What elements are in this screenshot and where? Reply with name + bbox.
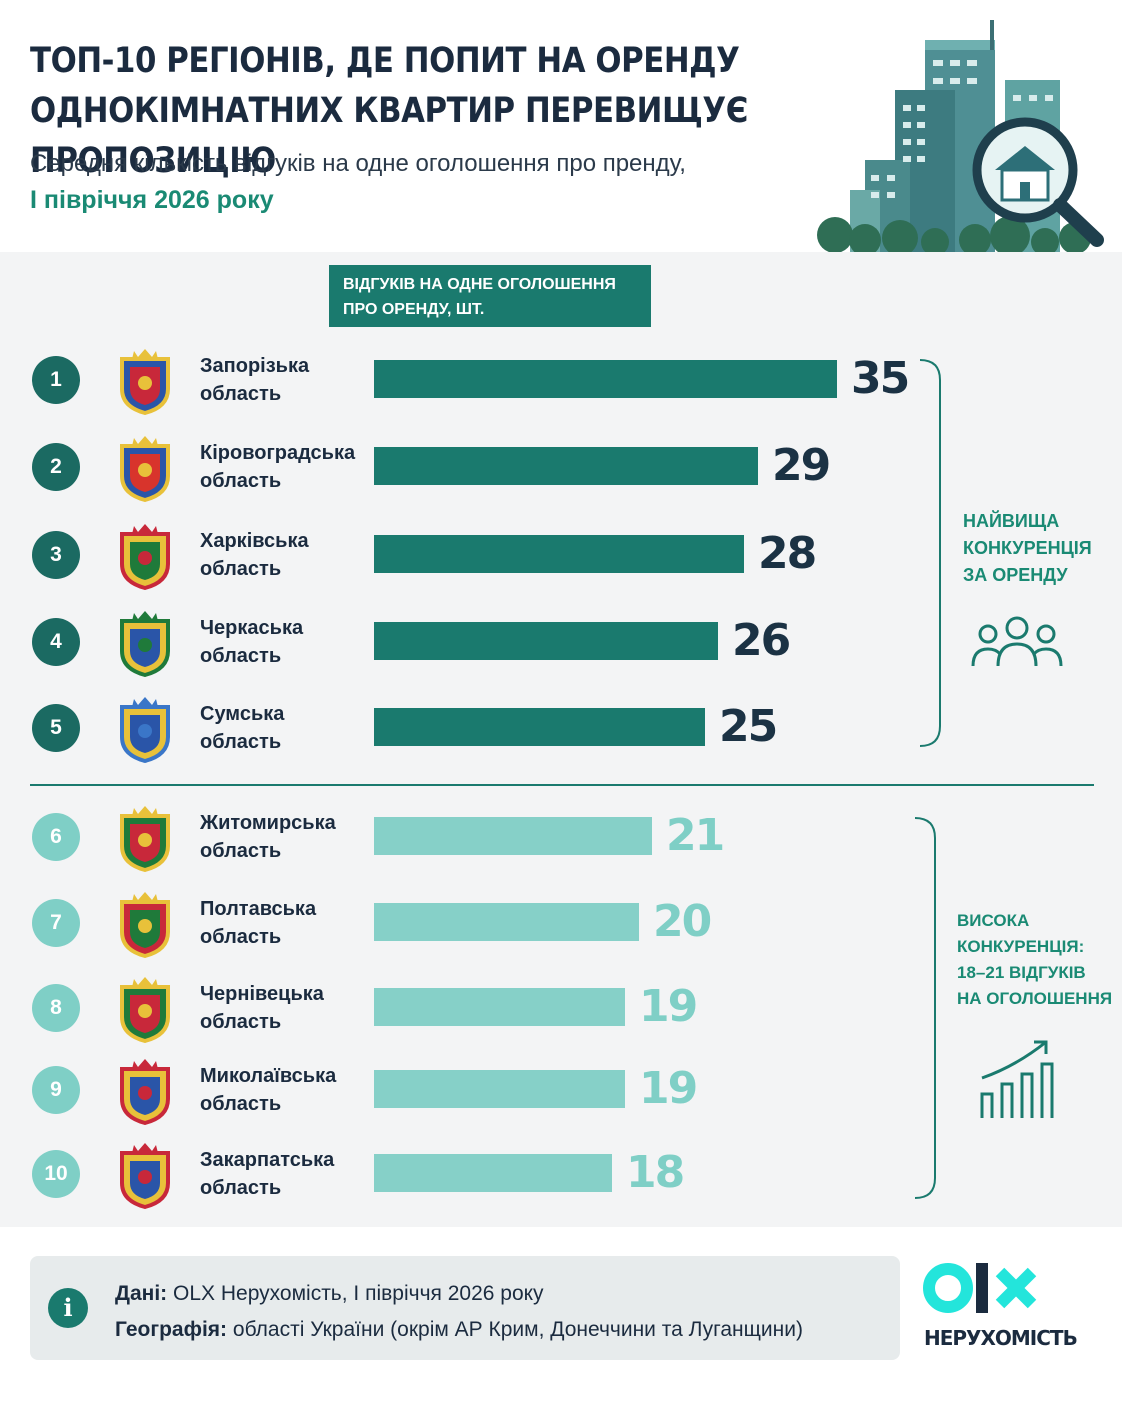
chart-row: 2 Кіровоградська область 29 bbox=[0, 427, 1122, 507]
rank-badge: 4 bbox=[32, 618, 80, 666]
region-name: Полтавська область bbox=[200, 898, 317, 948]
olx-logo-subtitle: НЕРУХОМІСТЬ bbox=[924, 1326, 1078, 1350]
bar-value-label: 25 bbox=[719, 701, 778, 752]
group-divider bbox=[30, 784, 1094, 786]
zhytomyr-crest-icon bbox=[120, 806, 170, 872]
footer-geo-line: Географія: області України (окрім АР Кри… bbox=[115, 1318, 803, 1342]
bar-value-label: 19 bbox=[639, 1063, 698, 1114]
bar-value-label: 18 bbox=[626, 1147, 685, 1198]
region-name: Харківська область bbox=[200, 530, 309, 580]
top-group-bracket bbox=[919, 359, 941, 747]
chart-row: 10 Закарпатська область 18 bbox=[0, 1134, 1122, 1214]
page-subtitle: Середня кількість відгуків на одне оголо… bbox=[30, 150, 686, 177]
footer-note: i Дані: OLX Нерухомість, І півріччя 2026… bbox=[30, 1256, 900, 1360]
region-name: Миколаївська область bbox=[200, 1065, 337, 1115]
bar-value-label: 20 bbox=[653, 896, 712, 947]
high-group-label-line: ВИСОКА bbox=[957, 911, 1030, 930]
bar-value-label: 26 bbox=[732, 615, 791, 666]
sumy-crest-icon bbox=[120, 697, 170, 763]
rank-badge: 8 bbox=[32, 984, 80, 1032]
olx-logo-icon bbox=[923, 1263, 1037, 1313]
rank-badge: 6 bbox=[32, 813, 80, 861]
rank-badge: 9 bbox=[32, 1066, 80, 1114]
bar bbox=[374, 708, 705, 746]
high-group-label-line: КОНКУРЕНЦІЯ: bbox=[957, 937, 1085, 956]
rank-badge: 2 bbox=[32, 443, 80, 491]
page-title: ТОП-10 РЕГІОНІВ, ДЕ ПОПИТ НА ОРЕНДУ ОДНО… bbox=[30, 41, 748, 181]
bar-value-label: 29 bbox=[772, 440, 831, 491]
bar bbox=[374, 1154, 612, 1192]
rank-badge: 10 bbox=[32, 1150, 80, 1198]
chart-row: 5 Сумська область 25 bbox=[0, 688, 1122, 768]
rank-badge: 7 bbox=[32, 899, 80, 947]
bar-value-label: 19 bbox=[639, 981, 698, 1032]
zaporizhzhia-crest-icon bbox=[120, 349, 170, 415]
info-icon: i bbox=[48, 1288, 88, 1328]
cherkasy-crest-icon bbox=[120, 611, 170, 677]
chart-row: 8 Чернівецька область 19 bbox=[0, 968, 1122, 1048]
region-name: Запорізька область bbox=[200, 355, 310, 405]
bar bbox=[374, 622, 718, 660]
footer-geo-text: області України (окрім АР Крим, Донеччин… bbox=[232, 1318, 803, 1341]
chart-row: 3 Харківська область 28 bbox=[0, 515, 1122, 595]
footer-data-line: Дані: OLX Нерухомість, І півріччя 2026 р… bbox=[115, 1282, 544, 1306]
chart-row: 4 Черкаська область 26 bbox=[0, 602, 1122, 682]
top-group-label: НАЙВИЩА КОНКУРЕНЦІЯ ЗА ОРЕНДУ bbox=[963, 508, 1092, 589]
rank-badge: 5 bbox=[32, 704, 80, 752]
bar bbox=[374, 1070, 625, 1108]
metric-label: ВІДГУКІВ НА ОДНЕ ОГОЛОШЕННЯ ПРО ОРЕНДУ, … bbox=[329, 265, 651, 327]
bar bbox=[374, 360, 837, 398]
region-name: Житомирська область bbox=[200, 812, 336, 862]
zakarpattia-crest-icon bbox=[120, 1143, 170, 1209]
bar bbox=[374, 817, 652, 855]
footer-data-text: OLX Нерухомість, І півріччя 2026 року bbox=[173, 1282, 544, 1305]
high-group-label-line: 18–21 ВІДГУКІВ bbox=[957, 963, 1086, 982]
chart-row: 1 Запорізька область 35 bbox=[0, 340, 1122, 420]
people-icon bbox=[971, 616, 1063, 667]
bar-value-label: 21 bbox=[666, 810, 725, 861]
high-group-bracket bbox=[914, 817, 936, 1199]
city-illustration-icon bbox=[817, 20, 1104, 252]
region-name: Закарпатська область bbox=[200, 1149, 335, 1199]
region-name: Черкаська область bbox=[200, 617, 304, 667]
mykolaiv-crest-icon bbox=[120, 1059, 170, 1125]
top-group-label-line: ЗА ОРЕНДУ bbox=[963, 565, 1068, 585]
bar bbox=[374, 447, 758, 485]
bar bbox=[374, 535, 744, 573]
bar bbox=[374, 988, 625, 1026]
kharkiv-crest-icon bbox=[120, 524, 170, 590]
chernivtsi-crest-icon bbox=[120, 977, 170, 1043]
rank-badge: 1 bbox=[32, 356, 80, 404]
region-name: Сумська область bbox=[200, 703, 285, 753]
top-group-label-line: КОНКУРЕНЦІЯ bbox=[963, 538, 1092, 558]
high-group-label-line: НА ОГОЛОШЕННЯ bbox=[957, 989, 1113, 1008]
footer-geo-label: Географія: bbox=[115, 1318, 228, 1341]
chart-row: 9 Миколаївська область 19 bbox=[0, 1050, 1122, 1130]
chart-row: 7 Полтавська область 20 bbox=[0, 883, 1122, 963]
chart-row: 6 Житомирська область 21 bbox=[0, 797, 1122, 877]
top-group-label-line: НАЙВИЩА bbox=[963, 511, 1060, 531]
kirovohrad-crest-icon bbox=[120, 436, 170, 502]
region-name: Чернівецька область bbox=[200, 983, 324, 1033]
header: ТОП-10 РЕГІОНІВ, ДЕ ПОПИТ НА ОРЕНДУ ОДНО… bbox=[0, 0, 1122, 252]
rank-badge: 3 bbox=[32, 531, 80, 579]
poltava-crest-icon bbox=[120, 892, 170, 958]
growth-chart-icon bbox=[980, 1040, 1054, 1118]
bar-value-label: 35 bbox=[851, 353, 910, 404]
footer-data-label: Дані: bbox=[115, 1282, 168, 1305]
bar bbox=[374, 903, 639, 941]
region-name: Кіровоградська область bbox=[200, 442, 356, 492]
high-group-label: ВИСОКА КОНКУРЕНЦІЯ: 18–21 ВІДГУКІВ НА ОГ… bbox=[957, 908, 1112, 1012]
period-label: І півріччя 2026 року bbox=[30, 186, 274, 214]
bar-value-label: 28 bbox=[758, 528, 817, 579]
